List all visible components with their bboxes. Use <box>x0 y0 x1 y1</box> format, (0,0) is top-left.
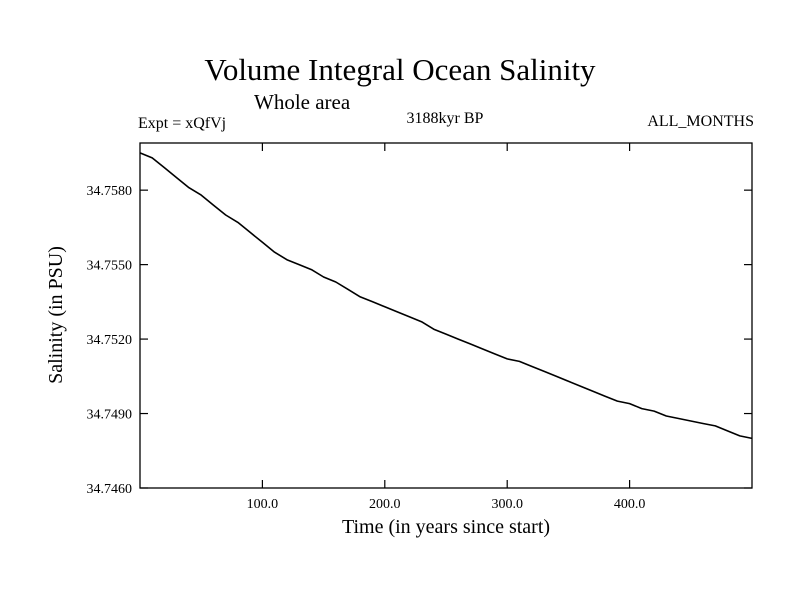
x-tick-label: 300.0 <box>491 497 523 512</box>
x-axis-ticks: 100.0 200.0 300.0 400.0 <box>247 143 646 512</box>
y-tick-label: 34.7490 <box>87 408 133 423</box>
chart-title: Volume Integral Ocean Salinity <box>204 52 596 87</box>
x-axis-label: Time (in years since start) <box>342 516 550 538</box>
period-label: 3188kyr BP <box>406 110 484 127</box>
y-axis-ticks: 34.7460 34.7490 34.7520 34.7550 34.7580 <box>87 184 752 497</box>
x-tick-label: 200.0 <box>369 497 401 512</box>
y-tick-label: 34.7460 <box>87 482 133 497</box>
salinity-series-line <box>139 152 753 440</box>
plot-frame <box>139 142 753 489</box>
experiment-label: Expt = xQfVj <box>138 115 227 132</box>
chart-subtitle: Whole area <box>254 90 351 114</box>
x-tick-label: 100.0 <box>247 497 279 512</box>
y-axis-label: Salinity (in PSU) <box>45 246 67 384</box>
y-tick-label: 34.7580 <box>87 184 133 199</box>
x-tick-label: 400.0 <box>614 497 646 512</box>
y-tick-label: 34.7520 <box>87 333 133 348</box>
months-label: ALL_MONTHS <box>647 113 754 130</box>
y-tick-label: 34.7550 <box>87 259 133 274</box>
